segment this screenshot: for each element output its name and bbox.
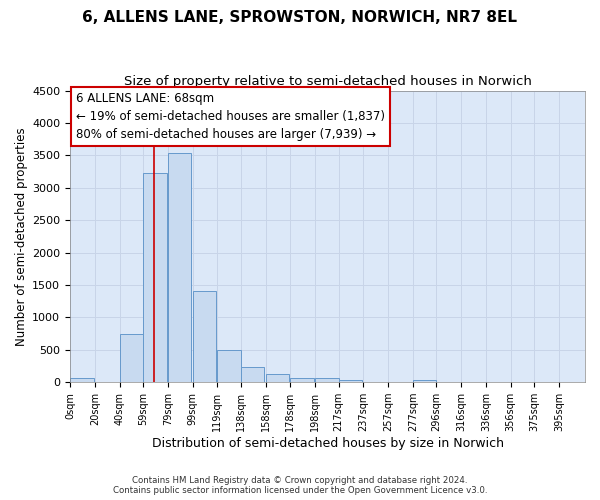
Bar: [168, 154, 191, 382]
Title: Size of property relative to semi-detached houses in Norwich: Size of property relative to semi-detach…: [124, 75, 532, 88]
Bar: [119, 334, 143, 382]
Text: 6 ALLENS LANE: 68sqm
← 19% of semi-detached houses are smaller (1,837)
80% of se: 6 ALLENS LANE: 68sqm ← 19% of semi-detac…: [76, 92, 385, 141]
Text: 6, ALLENS LANE, SPROWSTON, NORWICH, NR7 8EL: 6, ALLENS LANE, SPROWSTON, NORWICH, NR7 …: [83, 10, 517, 25]
Bar: [315, 378, 338, 382]
Bar: [143, 173, 167, 382]
Bar: [266, 374, 289, 382]
Bar: [338, 380, 362, 382]
Bar: [70, 378, 94, 382]
Y-axis label: Number of semi-detached properties: Number of semi-detached properties: [15, 127, 28, 346]
Text: Contains HM Land Registry data © Crown copyright and database right 2024.
Contai: Contains HM Land Registry data © Crown c…: [113, 476, 487, 495]
Bar: [217, 350, 241, 382]
Bar: [193, 292, 216, 382]
Bar: [290, 378, 314, 382]
Bar: [241, 368, 265, 382]
X-axis label: Distribution of semi-detached houses by size in Norwich: Distribution of semi-detached houses by …: [152, 437, 503, 450]
Bar: [413, 380, 436, 382]
